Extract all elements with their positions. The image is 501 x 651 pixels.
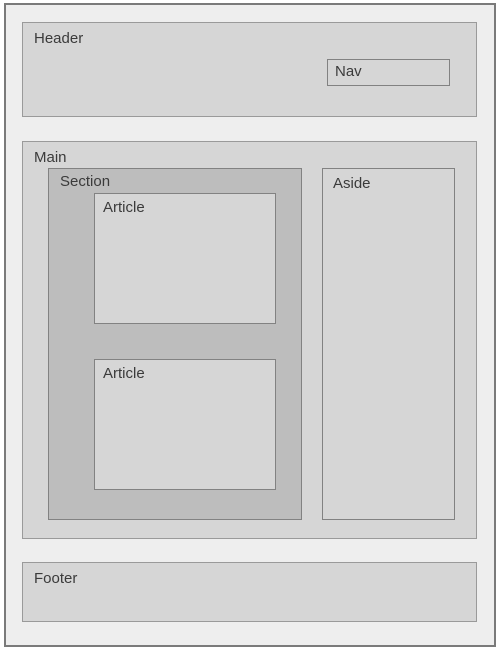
layout-diagram: Header Nav Main Section Article Article … <box>0 0 501 651</box>
article-label-1: Article <box>103 199 145 216</box>
main-label: Main <box>34 149 67 166</box>
footer-label: Footer <box>34 570 77 587</box>
section-label: Section <box>60 173 110 190</box>
aside-label: Aside <box>333 175 371 192</box>
header-label: Header <box>34 30 83 47</box>
footer-box <box>22 562 477 622</box>
aside-box <box>322 168 455 520</box>
nav-label: Nav <box>335 63 362 80</box>
article-label-2: Article <box>103 365 145 382</box>
